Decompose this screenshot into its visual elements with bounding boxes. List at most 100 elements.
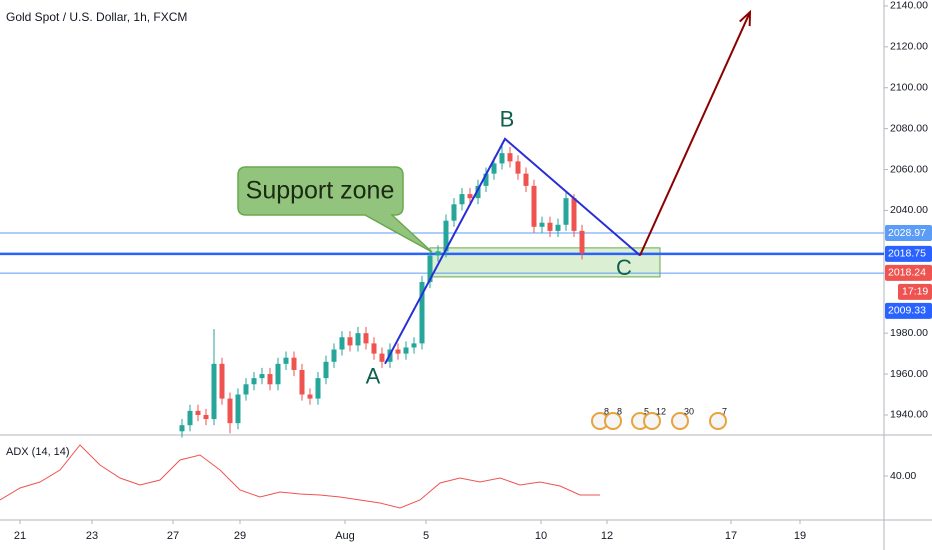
candle-body bbox=[323, 361, 329, 379]
candle-body bbox=[363, 333, 369, 344]
candle-body bbox=[403, 347, 409, 354]
price-tag-box bbox=[885, 245, 932, 262]
y-tick-label: 2040.00 bbox=[890, 204, 928, 216]
candle-body bbox=[443, 220, 449, 252]
x-tick-label: 12 bbox=[601, 530, 613, 542]
y-tick-label: 2080.00 bbox=[890, 122, 928, 134]
indicator-line bbox=[0, 444, 600, 509]
candle-body bbox=[467, 194, 473, 199]
price-tag: 2018.75 bbox=[885, 245, 932, 262]
x-tick-label: 5 bbox=[423, 530, 429, 542]
event-circle bbox=[671, 412, 689, 430]
event-count: 30 bbox=[684, 406, 694, 416]
candle-body bbox=[451, 204, 457, 221]
candle-body bbox=[259, 374, 265, 379]
candle-body bbox=[483, 173, 489, 186]
callout-label: Support zone bbox=[246, 177, 395, 205]
pattern-label: A bbox=[366, 364, 381, 389]
price-tag-label: 2018.75 bbox=[888, 248, 926, 260]
candle-body bbox=[491, 163, 497, 174]
candle-body bbox=[219, 363, 225, 399]
candle-body bbox=[331, 349, 337, 362]
x-tick-label: Aug bbox=[335, 530, 355, 542]
candle-body bbox=[291, 357, 297, 370]
pattern-label: C bbox=[616, 255, 632, 280]
candle-body bbox=[283, 357, 289, 364]
candle-body bbox=[211, 363, 217, 420]
candle-body bbox=[379, 353, 385, 362]
candle-body bbox=[555, 224, 561, 231]
x-tick-label: 21 bbox=[14, 530, 26, 542]
event-count: 8 bbox=[604, 406, 609, 416]
candle-body bbox=[203, 414, 209, 420]
x-tick-label: 10 bbox=[535, 530, 547, 542]
price-tag-box bbox=[885, 302, 932, 319]
event-circle bbox=[709, 412, 727, 430]
event-icon: 8 bbox=[604, 406, 622, 430]
candle-body bbox=[579, 230, 585, 254]
x-tick-label: 29 bbox=[234, 530, 246, 542]
candle-body bbox=[523, 173, 529, 186]
event-circle bbox=[643, 412, 661, 430]
candle-body bbox=[251, 378, 257, 385]
y-tick-label: 2100.00 bbox=[890, 82, 928, 94]
y-tick-label: 1960.00 bbox=[890, 368, 928, 380]
candle-body bbox=[355, 333, 361, 346]
event-count: 8 bbox=[617, 406, 622, 416]
candle-body bbox=[235, 394, 241, 424]
price-tag-label: 2028.97 bbox=[888, 227, 926, 239]
price-tag-box bbox=[885, 264, 932, 281]
y-tick-label: 1940.00 bbox=[890, 409, 928, 421]
indicator-title: ADX (14, 14) bbox=[6, 446, 70, 458]
chart-title: Gold Spot / U.S. Dollar, 1h, FXCM bbox=[6, 10, 187, 24]
target-arrow bbox=[639, 11, 751, 256]
candle-body bbox=[475, 185, 481, 199]
pattern-line bbox=[384, 137, 641, 365]
y-tick-label: 1980.00 bbox=[890, 327, 928, 339]
event-count: 7 bbox=[722, 406, 727, 416]
event-icon: 30 bbox=[671, 406, 694, 430]
candle-body bbox=[507, 153, 513, 162]
candle-body bbox=[419, 282, 425, 344]
event-count: 5 bbox=[644, 406, 649, 416]
event-circle bbox=[604, 412, 622, 430]
candle-body bbox=[347, 337, 353, 346]
candle-body bbox=[187, 410, 193, 426]
callout bbox=[237, 166, 433, 253]
candle-body bbox=[179, 425, 185, 432]
candle-body bbox=[371, 343, 377, 354]
candle-body bbox=[499, 153, 505, 164]
x-tick-label: 27 bbox=[167, 530, 179, 542]
candle-body bbox=[547, 222, 553, 231]
candle-body bbox=[307, 394, 313, 399]
price-tag: 2009.33 bbox=[885, 302, 932, 319]
price-tag-box bbox=[885, 225, 932, 242]
candle-body bbox=[539, 222, 545, 227]
x-tick-label: 17 bbox=[725, 530, 737, 542]
x-tick-label: 23 bbox=[86, 530, 98, 542]
candle-body bbox=[195, 410, 201, 415]
candle-body bbox=[395, 349, 401, 354]
y-tick-label: 2060.00 bbox=[890, 163, 928, 175]
candle-body bbox=[299, 369, 305, 395]
candle-body bbox=[315, 378, 321, 399]
event-icon: 12 bbox=[643, 406, 666, 430]
event-icon: 7 bbox=[709, 406, 727, 430]
price-tag-box bbox=[898, 283, 932, 300]
candle-body bbox=[459, 194, 465, 205]
price-tag: 2018.24 bbox=[885, 264, 932, 281]
candle-body bbox=[515, 161, 521, 174]
price-tag: 17:19 bbox=[898, 283, 932, 300]
pattern-label: B bbox=[500, 107, 515, 132]
y-tick-label: 2120.00 bbox=[890, 41, 928, 53]
candle-body bbox=[411, 343, 417, 348]
price-tag-label: 17:19 bbox=[902, 286, 928, 298]
candle-body bbox=[275, 363, 281, 385]
indicator-y-tick-label: 40.00 bbox=[890, 470, 916, 482]
candle-body bbox=[243, 384, 249, 395]
price-tag-label: 2009.33 bbox=[888, 305, 926, 317]
candle-body bbox=[435, 251, 441, 256]
event-count: 12 bbox=[656, 406, 666, 416]
candle-body bbox=[531, 185, 537, 227]
